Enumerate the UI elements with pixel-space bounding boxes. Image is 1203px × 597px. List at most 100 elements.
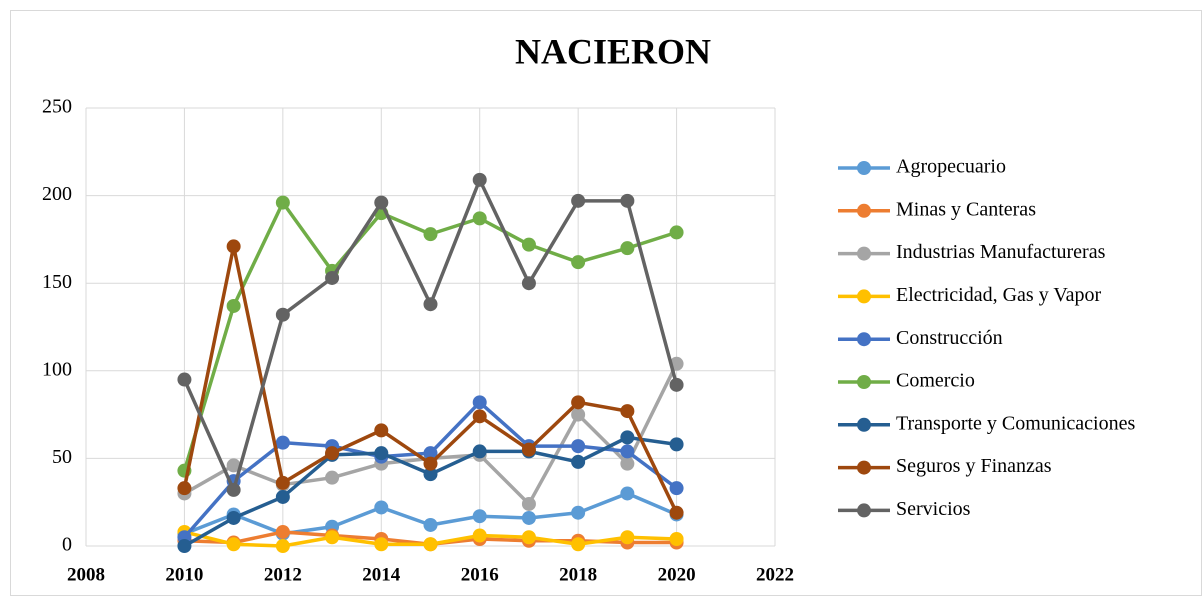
legend-label: Transporte y Comunicaciones	[896, 412, 1135, 434]
data-point	[521, 442, 536, 457]
legend-label: Servicios	[896, 498, 971, 520]
x-tick-label: 2022	[756, 564, 794, 585]
data-point	[571, 407, 586, 422]
data-point	[374, 195, 389, 210]
data-point	[275, 475, 290, 490]
data-point	[325, 470, 340, 485]
legend-marker	[857, 246, 871, 261]
x-tick-label: 2016	[461, 564, 499, 585]
data-point	[571, 505, 586, 520]
data-point	[620, 193, 635, 208]
data-point	[226, 298, 241, 313]
legend-marker	[857, 417, 871, 432]
legend-marker	[857, 203, 871, 218]
data-point	[374, 500, 389, 515]
data-point	[472, 172, 487, 187]
data-point	[669, 505, 684, 520]
data-point	[325, 530, 340, 545]
data-point	[325, 270, 340, 285]
legend-marker	[857, 161, 871, 175]
data-point	[226, 482, 241, 497]
data-point	[669, 377, 684, 392]
y-tick-label: 0	[62, 534, 72, 556]
data-point	[620, 444, 635, 459]
data-point	[669, 531, 684, 546]
data-point	[374, 537, 389, 552]
data-point	[571, 537, 586, 552]
data-point	[620, 241, 635, 256]
data-point	[275, 539, 290, 553]
legend-label: Seguros y Finanzas	[896, 455, 1052, 477]
data-point	[620, 486, 635, 501]
data-point	[275, 435, 290, 450]
data-point	[571, 255, 586, 270]
data-point	[620, 404, 635, 419]
data-point	[177, 481, 192, 496]
data-point	[423, 297, 438, 312]
y-tick-label: 50	[52, 446, 72, 468]
data-point	[226, 510, 241, 525]
data-point	[571, 395, 586, 410]
legend-label: Electricidad, Gas y Vapor	[896, 284, 1101, 306]
data-point	[374, 423, 389, 438]
data-point	[620, 456, 635, 471]
data-point	[521, 530, 536, 545]
data-point	[521, 510, 536, 525]
data-point	[226, 537, 241, 552]
data-point	[571, 193, 586, 208]
data-point	[521, 237, 536, 252]
legend-marker	[857, 503, 871, 518]
legend-label: Construcción	[896, 327, 1003, 349]
data-point	[669, 225, 684, 240]
legend-marker	[857, 375, 871, 389]
data-point	[423, 537, 438, 552]
legend-label: Industrias Manufactureras	[896, 241, 1106, 263]
data-point	[669, 437, 684, 452]
legend-label: Minas y Canteras	[896, 198, 1036, 220]
data-point	[374, 446, 389, 461]
data-point	[571, 439, 586, 454]
data-point	[226, 239, 241, 254]
legend-label: Comercio	[896, 370, 975, 392]
data-point	[423, 517, 438, 532]
data-point	[472, 211, 487, 226]
data-point	[423, 227, 438, 242]
y-tick-label: 150	[42, 271, 72, 293]
x-tick-label: 2012	[264, 564, 302, 585]
legend-marker	[857, 289, 871, 304]
chart-title: NACIERON	[515, 31, 711, 71]
x-tick-label: 2014	[362, 564, 401, 585]
data-point	[177, 372, 192, 387]
legend-marker	[857, 460, 871, 475]
data-point	[521, 496, 536, 511]
data-point	[571, 454, 586, 469]
data-point	[275, 307, 290, 322]
data-point	[620, 530, 635, 545]
x-tick-label: 2018	[559, 564, 597, 585]
data-point	[325, 446, 340, 461]
data-point	[620, 430, 635, 445]
data-point	[472, 409, 487, 424]
data-point	[226, 458, 241, 473]
data-point	[423, 456, 438, 471]
y-tick-label: 100	[42, 358, 72, 380]
data-point	[669, 481, 684, 496]
data-point	[177, 539, 192, 553]
data-point	[521, 276, 536, 291]
data-point	[472, 444, 487, 459]
data-point	[472, 509, 487, 524]
data-point	[275, 195, 290, 210]
legend-marker	[857, 332, 871, 347]
data-point	[423, 467, 438, 482]
x-tick-label: 2008	[67, 564, 105, 585]
data-point	[275, 489, 290, 504]
y-tick-label: 250	[42, 96, 72, 118]
legend-label: Agropecuario	[896, 156, 1006, 178]
data-point	[472, 395, 487, 410]
data-point	[472, 528, 487, 543]
data-point	[275, 524, 290, 539]
y-tick-label: 200	[42, 183, 72, 205]
data-point	[423, 446, 438, 461]
x-tick-label: 2010	[165, 564, 203, 585]
